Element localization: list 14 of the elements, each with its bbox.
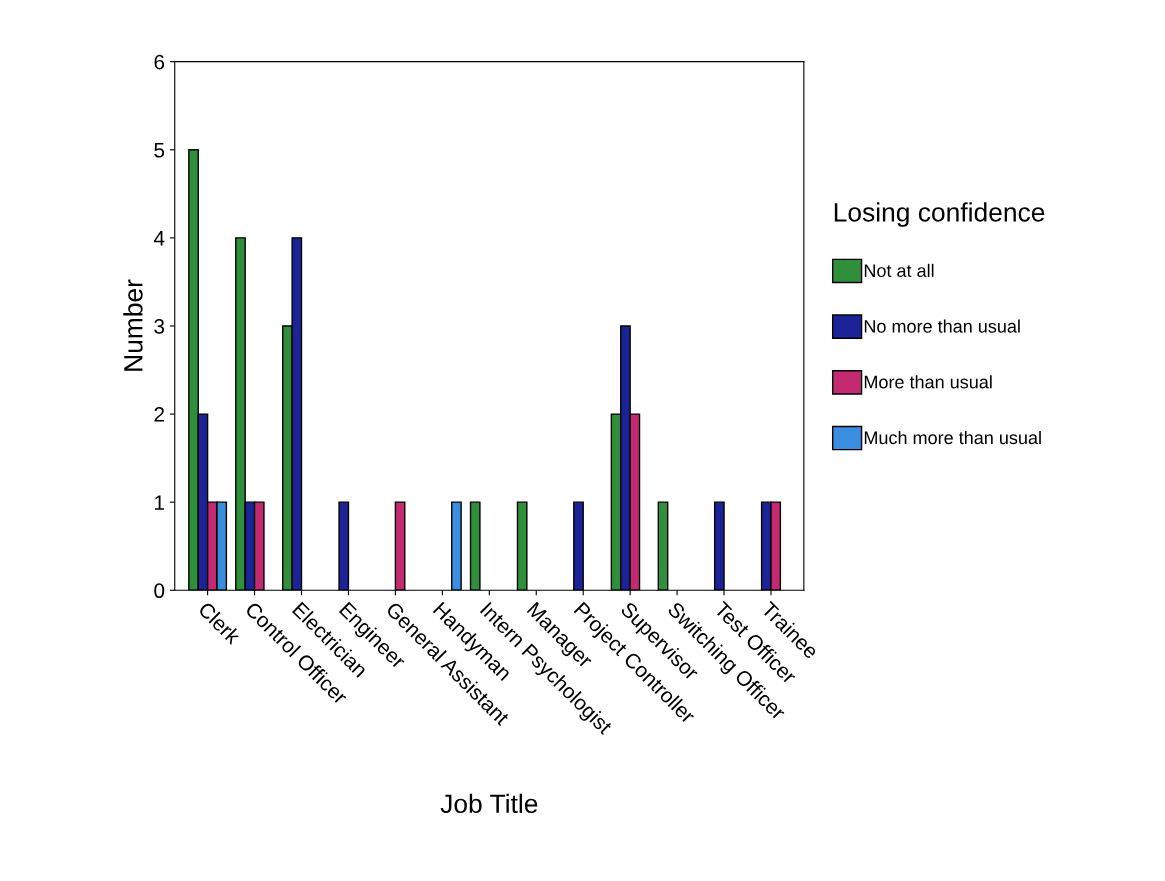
y-tick-label: 0 (154, 583, 165, 599)
legend-label: Not at all (864, 263, 934, 278)
y-tick-label: 1 (155, 495, 165, 510)
legend-label: No more than usual (864, 319, 1020, 333)
y-tick-label: 2 (154, 407, 164, 422)
y-tick-label: 4 (153, 231, 165, 246)
y-tick-label: 3 (154, 318, 165, 334)
y-tick-label: 6 (154, 54, 165, 70)
legend-label: More than usual (864, 375, 992, 389)
legend-label: Much more than usual (864, 430, 1041, 445)
legend-title: Losing confidence (834, 202, 1045, 227)
x-axis-title: Job Title (440, 793, 538, 814)
y-tick-label: 5 (154, 142, 165, 158)
y-axis-title: Number (123, 279, 143, 371)
